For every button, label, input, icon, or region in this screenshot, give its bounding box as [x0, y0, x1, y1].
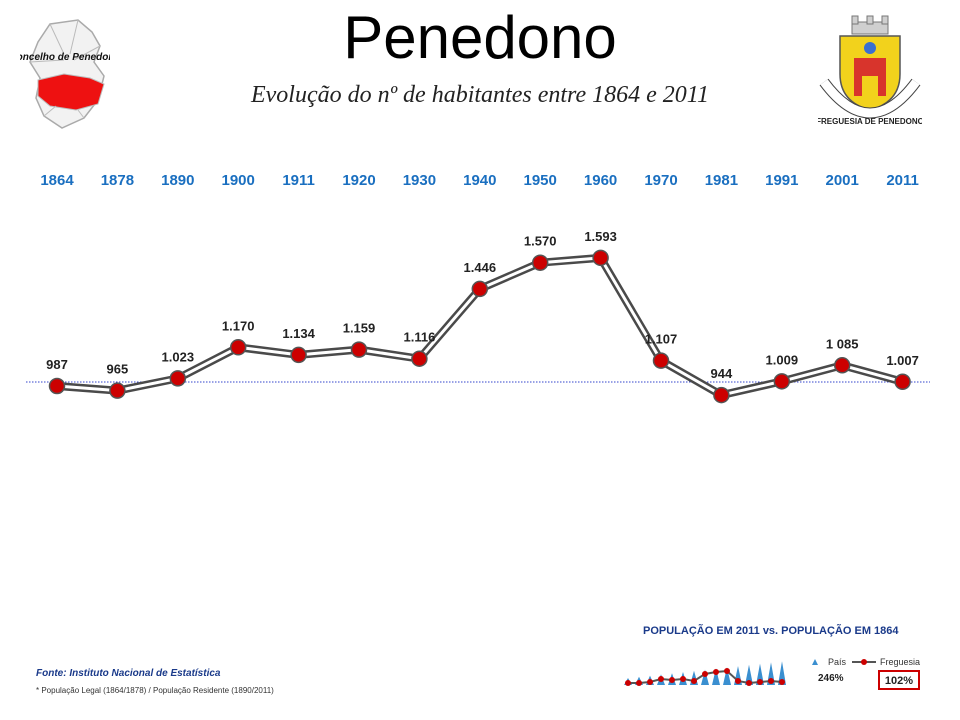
- year-label: 2001: [826, 172, 859, 189]
- freguesia-marker: [735, 678, 741, 684]
- data-point: [109, 382, 126, 399]
- pais-marker: [701, 669, 709, 685]
- data-label: 1.009: [766, 352, 799, 367]
- data-label: 987: [46, 357, 68, 372]
- freguesia-marker: [757, 679, 763, 685]
- data-point: [894, 373, 911, 391]
- year-label: 1950: [524, 172, 557, 189]
- freguesia-marker: [746, 680, 752, 686]
- freguesia-marker: [779, 679, 785, 685]
- crest-label: FREGUESIA DE PENEDONO: [818, 117, 922, 126]
- pais-percent: 246%: [818, 673, 844, 684]
- pais-marker: [756, 663, 764, 685]
- data-label: 1.446: [464, 260, 497, 275]
- data-label: 1.570: [524, 234, 557, 249]
- data-label: 1.023: [162, 349, 195, 364]
- data-point: [592, 249, 609, 267]
- year-label: 1970: [644, 172, 677, 189]
- year-label: 1930: [403, 172, 436, 189]
- year-label: 1878: [101, 172, 134, 189]
- data-point: [411, 350, 428, 367]
- data-label: 1.159: [343, 321, 376, 336]
- freguesia-marker: [691, 678, 697, 684]
- pais-marker: [778, 661, 786, 685]
- data-label: 1.593: [584, 229, 617, 244]
- legend-freguesia-label: Freguesia: [880, 657, 920, 667]
- freguesia-marker: [636, 680, 642, 686]
- pais-marker: [745, 664, 753, 685]
- freguesia-marker: [724, 668, 730, 674]
- data-point: [48, 377, 66, 395]
- legend-freguesia-icon: [861, 659, 867, 665]
- pais-marker: [723, 667, 731, 685]
- freguesia-marker: [647, 679, 653, 685]
- year-label: 1940: [463, 172, 496, 189]
- freguesia-marker: [713, 669, 719, 675]
- chart-subtitle: Evolução do nº de habitantes entre 1864 …: [250, 82, 709, 108]
- legend-pais-label: País: [828, 657, 847, 667]
- data-point: [229, 339, 247, 356]
- year-label: 1981: [705, 172, 738, 189]
- data-label: 1.116: [403, 330, 435, 345]
- year-label: 1911: [282, 172, 315, 189]
- data-label: 1 085: [826, 336, 859, 351]
- data-point: [833, 357, 851, 374]
- map-label: Concelho de Penedono: [20, 52, 110, 63]
- legend-pais-icon: [812, 659, 818, 665]
- freguesia-crest-icon: FREGUESIA DE PENEDONO: [818, 15, 922, 126]
- freguesia-marker: [669, 677, 675, 683]
- freguesia-marker: [658, 676, 664, 682]
- data-label: 1.007: [886, 353, 919, 368]
- data-point: [652, 352, 670, 369]
- freguesia-marker: [702, 671, 708, 677]
- year-label: 1960: [584, 172, 617, 189]
- year-label: 1991: [765, 172, 798, 189]
- data-label: 965: [107, 362, 129, 377]
- data-point: [773, 373, 791, 390]
- footnote-text: * População Legal (1864/1878) / Populaçã…: [36, 686, 274, 695]
- concelho-map-icon: Concelho de Penedono: [20, 19, 110, 129]
- freguesia-percent-box: [878, 670, 920, 690]
- year-label: 1864: [40, 172, 74, 189]
- freguesia-percent: 102%: [885, 675, 913, 687]
- data-label: 944: [711, 366, 733, 381]
- data-label: 1.170: [222, 318, 255, 333]
- freguesia-marker: [625, 680, 631, 686]
- year-label: 1920: [342, 172, 375, 189]
- year-label: 1900: [222, 172, 255, 189]
- data-point: [290, 346, 307, 364]
- population-line-chart: 1864 1878 1890 1900 1911 1920 1930 1940 1950 1960…: [26, 172, 930, 404]
- data-point: [350, 341, 368, 358]
- data-label: 1.134: [282, 326, 315, 341]
- data-point: [531, 254, 549, 271]
- year-label: 2011: [886, 172, 919, 189]
- data-label: 1.107: [645, 332, 678, 347]
- page-title: Penedono: [343, 4, 617, 71]
- freguesia-marker: [768, 678, 774, 684]
- data-point: [169, 370, 187, 387]
- data-point: [713, 386, 730, 404]
- year-label: 1890: [161, 172, 194, 189]
- data-point: [471, 280, 489, 298]
- freguesia-marker: [680, 676, 686, 682]
- inset-title: POPULAÇÃO EM 2011 vs. POPULAÇÃO EM 1864: [643, 625, 899, 637]
- comparison-inset-chart: País Freguesia 246% 102%: [624, 657, 920, 690]
- pais-marker: [712, 668, 720, 685]
- source-text: Fonte: Instituto Nacional de Estatística: [36, 668, 221, 679]
